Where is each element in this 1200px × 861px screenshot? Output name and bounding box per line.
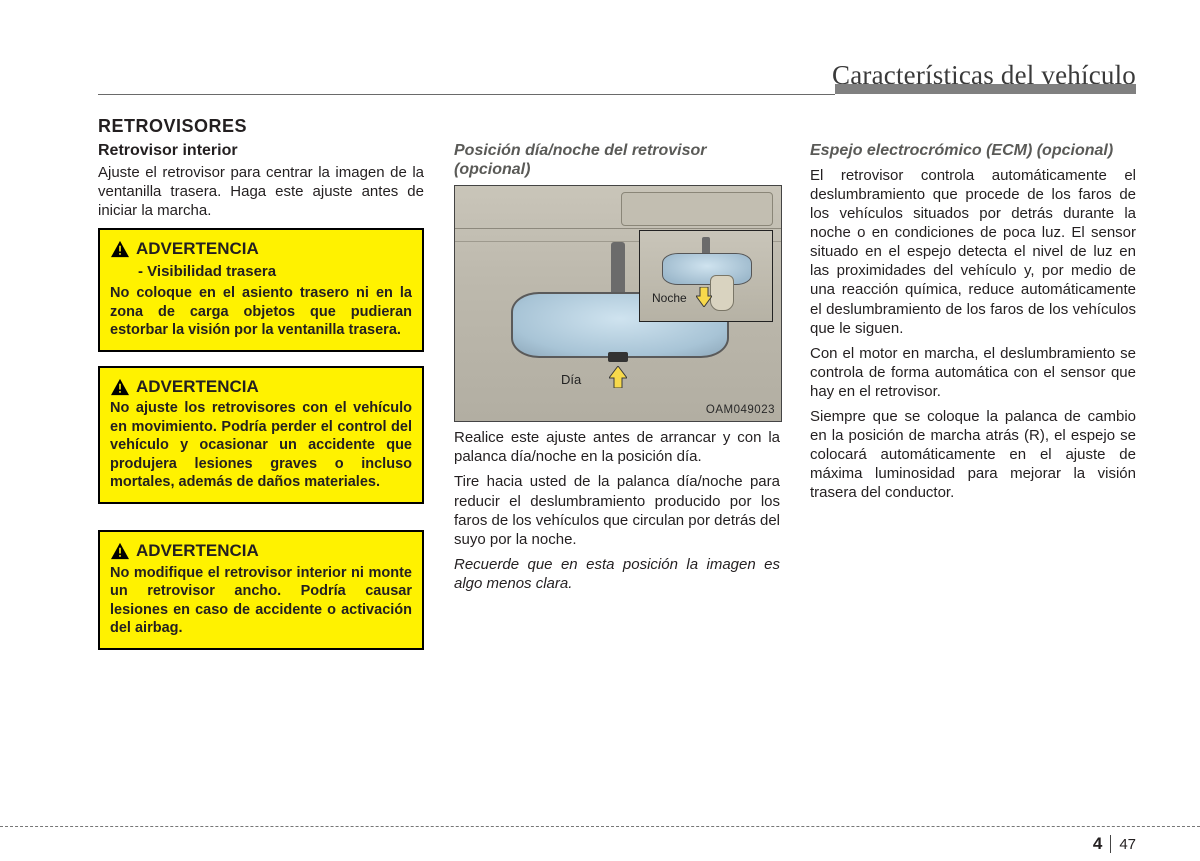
col3-heading: Espejo electrocrómico (ECM) (opcional) [810,141,1136,160]
warning-title: ADVERTENCIA [136,540,259,562]
warning-body: No modifique el retrovisor interior ni m… [110,564,412,638]
mini-hand [710,275,734,311]
col2-p1: Realice este ajuste antes de arrancar y … [454,428,780,466]
warning-triangle-icon [110,240,130,258]
headliner-seam [455,228,781,229]
page-page-number: 47 [1119,836,1136,853]
arrow-down-icon [696,287,712,307]
col2-heading: Posición día/noche del retrovisor (opcio… [454,141,780,179]
warning-triangle-icon [110,542,130,560]
content-columns: Retrovisor interior Ajuste el retrovisor… [98,141,1136,664]
warning-title-row: ADVERTENCIA [110,540,412,562]
col3-p3: Siempre que se coloque la palanca de cam… [810,407,1136,502]
column-2: Posición día/noche del retrovisor (opcio… [454,141,780,664]
mirror-day-night-tab [608,352,628,362]
warning-title-row: ADVERTENCIA [110,376,412,398]
mirror-stem [611,242,625,296]
warning-title: ADVERTENCIA [136,238,259,260]
day-label: Día [561,372,581,389]
col2-p2: Tire hacia usted de la palanca día/noche… [454,472,780,548]
mini-rearview-mirror [662,253,752,285]
section-heading: RETROVISORES [98,116,1136,137]
arrow-up-icon [609,366,627,388]
header-bar [835,84,1136,94]
column-1: Retrovisor interior Ajuste el retrovisor… [98,141,424,664]
warning-subtitle: - Visibilidad trasera [138,262,412,281]
warning-body: No ajuste los retrovisores con el vehícu… [110,399,412,492]
crop-marks-line [0,826,1200,827]
chapter-header: Características del vehículo [98,60,1136,98]
warning-triangle-icon [110,378,130,396]
header-rule [98,94,835,95]
mirror-figure: Día OAM049023 Noche [454,185,782,422]
col3-p2: Con el motor en marcha, el deslumbramien… [810,344,1136,401]
night-label: Noche [652,291,687,306]
sun-visor [621,192,773,226]
manual-page: Características del vehículo RETROVISORE… [0,0,1200,664]
warning-title-row: ADVERTENCIA [110,238,412,260]
page-number-separator [1110,835,1111,853]
page-number: 4 47 [1093,834,1136,854]
col3-p1: El retrovisor controla automáticamente e… [810,166,1136,337]
warning-box-2: ADVERTENCIA No ajuste los retrovisores c… [98,366,424,504]
warning-box-1: ADVERTENCIA - Visibilidad trasera No col… [98,228,424,351]
page-chapter-number: 4 [1093,834,1102,854]
figure-inset-night: Noche [639,230,773,322]
col1-heading: Retrovisor interior [98,141,424,161]
warning-body: No coloque en el asiento trasero ni en l… [110,284,412,340]
warning-box-3: ADVERTENCIA No modifique el retrovisor i… [98,530,424,650]
col2-note: Recuerde que en esta posición la imagen … [454,555,780,593]
warning-title: ADVERTENCIA [136,376,259,398]
column-3: Espejo electrocrómico (ECM) (opcional) E… [810,141,1136,664]
col1-intro: Ajuste el retrovisor para centrar la ima… [98,163,424,220]
figure-code: OAM049023 [706,403,775,418]
